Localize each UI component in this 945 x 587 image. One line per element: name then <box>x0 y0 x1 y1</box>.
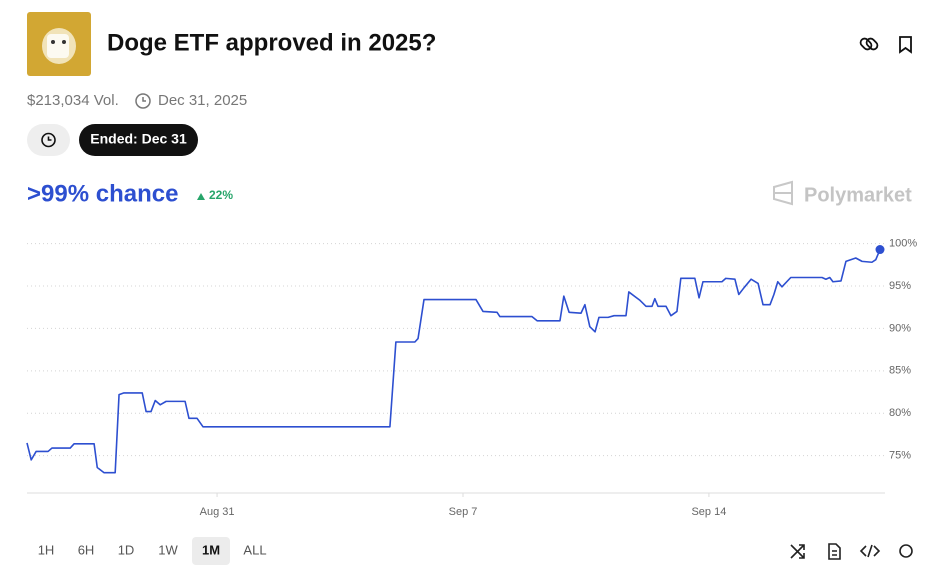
up-arrow <box>197 193 205 200</box>
y-tick-label: 85% <box>889 365 911 377</box>
range-button[interactable]: 1M <box>202 542 220 557</box>
chance: >99% chance <box>27 180 178 207</box>
embed-icon[interactable] <box>859 544 881 558</box>
market-icon <box>27 12 91 76</box>
chart: 100% 95% 90% 85% 80% 75% Aug 31 Sep 7 Sep 14 <box>26 237 917 518</box>
y-tick-label: 100% <box>889 237 917 249</box>
chart-tools <box>790 543 913 560</box>
volume: $213,034 Vol. <box>27 92 119 109</box>
y-tick-label: 95% <box>889 280 911 292</box>
end-date: Dec 31, 2025 <box>158 92 247 109</box>
current-point <box>875 245 885 255</box>
market-title: Doge ETF approved in 2025? <box>107 29 436 56</box>
x-tick-label: Aug 31 <box>200 506 235 518</box>
range-button[interactable]: 1D <box>118 542 135 557</box>
brand-logo <box>773 180 793 206</box>
document-icon[interactable] <box>828 543 841 560</box>
change: 22% <box>209 188 233 202</box>
y-tick-label: 75% <box>889 450 911 462</box>
shuffle-icon[interactable] <box>790 544 805 559</box>
range-button[interactable]: 6H <box>78 542 95 557</box>
bookmark-icon[interactable] <box>899 36 912 54</box>
x-tick-label: Sep 14 <box>691 506 726 518</box>
range-selector: 1H 6H 1D 1W 1M ALL <box>38 537 267 565</box>
range-button[interactable]: 1W <box>158 542 178 557</box>
range-button[interactable]: 1H <box>38 542 55 557</box>
status-pill <box>79 124 198 156</box>
y-tick-label: 90% <box>889 322 911 334</box>
link-icon[interactable] <box>859 37 879 51</box>
y-tick-label: 80% <box>889 407 911 419</box>
clock-icon <box>135 93 151 109</box>
brand: Polymarket <box>804 184 912 206</box>
history-icon <box>41 132 56 148</box>
price-line <box>26 249 881 474</box>
settings-icon[interactable] <box>899 544 913 558</box>
x-tick-label: Sep 7 <box>449 506 478 518</box>
status: Ended: Dec 31 <box>90 131 187 147</box>
range-button[interactable]: ALL <box>243 542 266 557</box>
range-selected-bg <box>192 537 230 565</box>
